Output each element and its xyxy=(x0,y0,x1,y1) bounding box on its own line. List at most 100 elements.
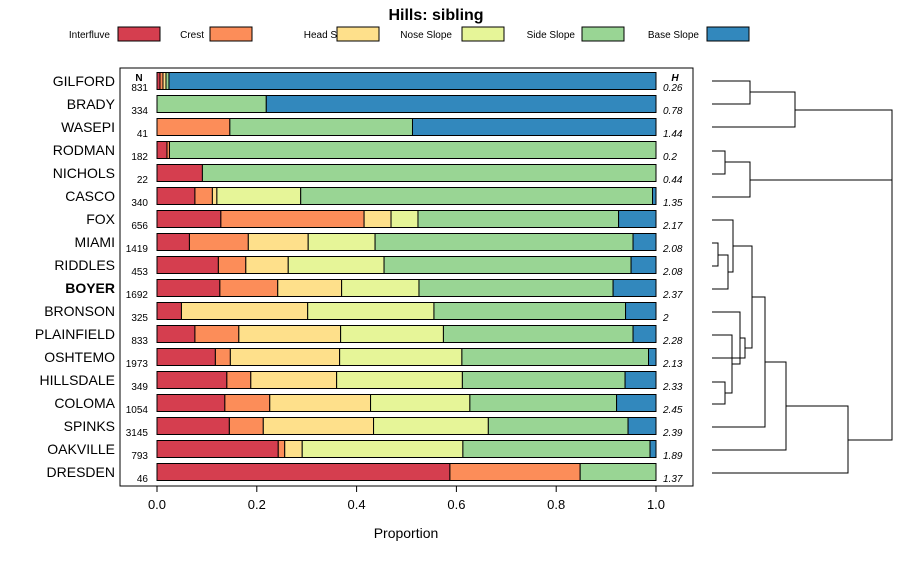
n-value: 453 xyxy=(131,267,148,278)
n-column-header: N xyxy=(135,73,142,84)
bar-segment xyxy=(156,187,196,205)
legend-label: Interfluve xyxy=(69,30,111,41)
category-label: MIAMI xyxy=(75,234,115,250)
bar-segment xyxy=(284,440,303,458)
category-label: HILLSDALE xyxy=(40,372,115,388)
bar-segment xyxy=(374,233,634,251)
bar-segment xyxy=(250,371,338,389)
bar-segment xyxy=(180,302,309,320)
category-label: GILFORD xyxy=(53,73,115,89)
h-value: 1.44 xyxy=(663,129,683,140)
bar-segment xyxy=(461,371,626,389)
bar-segment xyxy=(238,325,342,343)
legend-swatch xyxy=(209,26,253,42)
bar-segment xyxy=(214,348,231,366)
bar-segment xyxy=(340,325,444,343)
bar-segment xyxy=(156,371,228,389)
bar-segment xyxy=(156,325,196,343)
x-tick-label: 0.8 xyxy=(547,497,565,512)
bar-segment xyxy=(612,279,657,297)
bar-segment xyxy=(307,233,376,251)
category-label: RODMAN xyxy=(53,142,115,158)
n-value: 325 xyxy=(131,313,148,324)
legend-swatch xyxy=(706,26,750,42)
bar-segment xyxy=(341,279,420,297)
h-value: 2.13 xyxy=(662,359,683,370)
x-tick-label: 0.2 xyxy=(248,497,266,512)
bar-segment xyxy=(632,325,657,343)
h-value: 2.28 xyxy=(662,336,683,347)
bar-segment xyxy=(336,371,463,389)
bar-segment xyxy=(265,95,657,113)
bar-segment xyxy=(245,256,289,274)
bar-segment xyxy=(269,394,372,412)
bar-segment xyxy=(417,210,620,228)
category-label: SPINKS xyxy=(64,418,115,434)
category-label: CASCO xyxy=(65,188,115,204)
n-value: 793 xyxy=(131,451,148,462)
bar-segment xyxy=(247,233,309,251)
bar-segment xyxy=(442,325,634,343)
x-tick-label: 0.6 xyxy=(447,497,465,512)
bar-segment xyxy=(156,141,168,159)
bar-segment xyxy=(648,348,657,366)
bar-segment xyxy=(156,463,451,481)
bar-segment xyxy=(301,440,464,458)
n-value: 349 xyxy=(131,382,148,393)
bars: GILFORD 831 0.26 BRADY 334 0.78 WASEPI 41 1.44 RO… xyxy=(35,72,683,485)
h-column-header: H xyxy=(671,73,679,84)
bar-segment xyxy=(156,95,267,113)
bar-segment xyxy=(277,440,286,458)
dendrogram xyxy=(712,80,893,474)
n-value: 1973 xyxy=(126,359,149,370)
h-value: 0.2 xyxy=(663,152,677,163)
h-value: 2.37 xyxy=(662,290,683,301)
bar-segment xyxy=(229,348,341,366)
h-value: 2.33 xyxy=(662,382,683,393)
bar-segment xyxy=(462,440,651,458)
n-value: 340 xyxy=(131,198,148,209)
x-tick-label: 0.4 xyxy=(348,497,366,512)
bar-segment xyxy=(339,348,463,366)
n-value: 46 xyxy=(137,474,149,485)
legend: Interfluve Crest Head Slope Nose Slope Side … xyxy=(69,26,750,42)
bar-segment xyxy=(300,187,654,205)
category-label: BRADY xyxy=(67,96,116,112)
n-value: 831 xyxy=(131,83,148,94)
bar-segment xyxy=(217,256,247,274)
legend-swatch xyxy=(117,26,161,42)
category-label: RIDDLES xyxy=(54,257,115,273)
n-value: 3145 xyxy=(126,428,149,439)
legend-swatch xyxy=(581,26,625,42)
n-value: 334 xyxy=(131,106,148,117)
category-label: DRESDEN xyxy=(47,464,115,480)
bar-segment xyxy=(156,440,279,458)
n-value: 41 xyxy=(137,129,149,140)
n-value: 1054 xyxy=(126,405,149,416)
bar-segment xyxy=(383,256,632,274)
h-value: 2 xyxy=(662,313,669,324)
category-label: WASEPI xyxy=(61,119,115,135)
bar-segment xyxy=(188,233,249,251)
bar-segment xyxy=(616,394,657,412)
legend-label: Crest xyxy=(180,30,204,41)
bar-segment xyxy=(262,417,375,435)
x-axis: 0.0 0.2 0.4 0.6 0.8 1.0 xyxy=(148,486,665,512)
h-value: 1.37 xyxy=(663,474,683,485)
h-value: 2.45 xyxy=(662,405,683,416)
bar-segment xyxy=(411,118,657,136)
bar-segment xyxy=(461,348,650,366)
bar-segment xyxy=(624,371,657,389)
category-label: OAKVILLE xyxy=(47,441,115,457)
h-value: 2.39 xyxy=(662,428,683,439)
bar-segment xyxy=(156,118,231,136)
category-label: NICHOLS xyxy=(53,165,115,181)
bar-segment xyxy=(370,394,471,412)
legend-label: Side Slope xyxy=(527,30,576,41)
n-value: 22 xyxy=(137,175,149,186)
bar-segment xyxy=(201,164,657,182)
bar-segment xyxy=(433,302,627,320)
h-value: 0.26 xyxy=(663,83,683,94)
bar-segment xyxy=(579,463,657,481)
bar-segment xyxy=(625,302,657,320)
